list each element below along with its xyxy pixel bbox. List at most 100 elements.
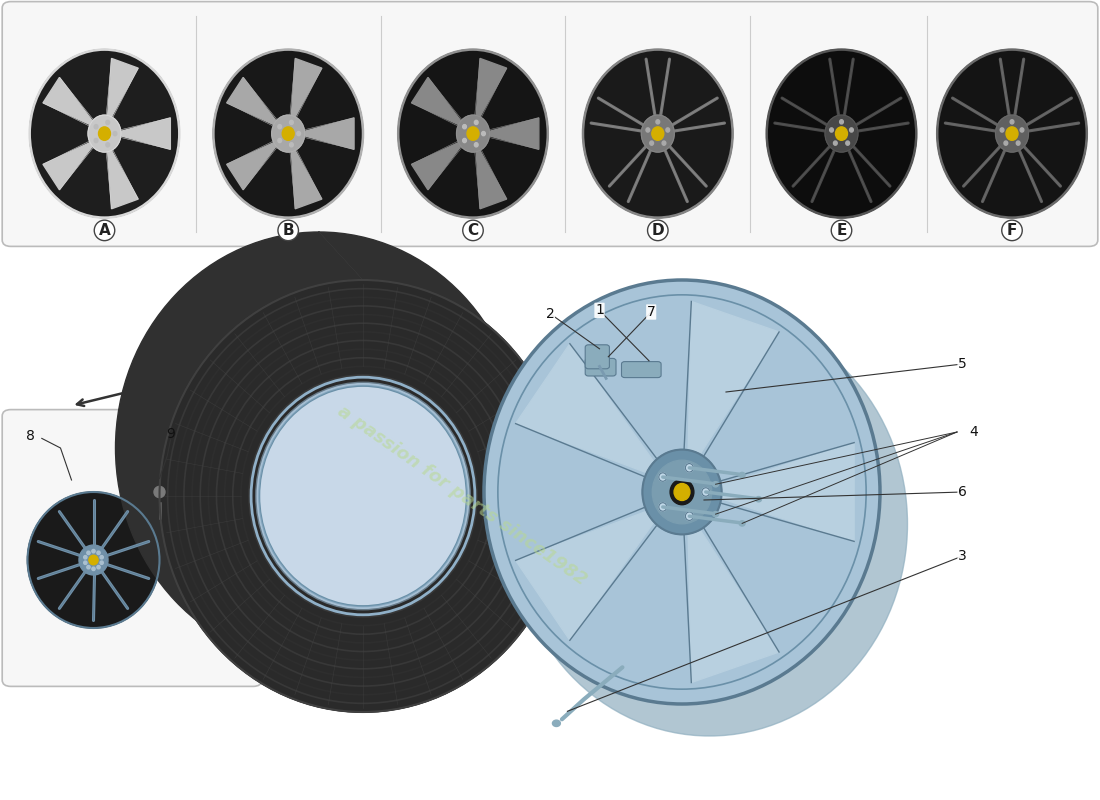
Polygon shape — [227, 142, 276, 190]
Text: C: C — [468, 223, 478, 238]
Ellipse shape — [650, 141, 653, 146]
Polygon shape — [411, 78, 461, 125]
Ellipse shape — [99, 127, 110, 140]
Ellipse shape — [87, 551, 90, 554]
Ellipse shape — [160, 280, 566, 712]
Ellipse shape — [1004, 141, 1008, 146]
Ellipse shape — [484, 280, 880, 704]
Ellipse shape — [95, 138, 98, 142]
Ellipse shape — [642, 450, 722, 534]
Ellipse shape — [666, 128, 670, 132]
Text: B: B — [283, 223, 294, 238]
Ellipse shape — [278, 125, 282, 129]
Text: 5: 5 — [958, 357, 967, 371]
Polygon shape — [516, 344, 654, 473]
Ellipse shape — [213, 50, 363, 218]
Ellipse shape — [739, 521, 745, 526]
Ellipse shape — [1020, 128, 1024, 132]
Ellipse shape — [87, 566, 90, 569]
Ellipse shape — [113, 131, 117, 136]
Ellipse shape — [257, 384, 469, 608]
Ellipse shape — [30, 50, 179, 218]
Ellipse shape — [100, 561, 103, 565]
Polygon shape — [476, 58, 507, 117]
Polygon shape — [722, 442, 854, 542]
Polygon shape — [305, 118, 354, 150]
Ellipse shape — [652, 127, 663, 140]
Ellipse shape — [767, 50, 916, 218]
Ellipse shape — [79, 545, 108, 575]
Ellipse shape — [97, 566, 100, 569]
Text: 8: 8 — [26, 429, 35, 443]
Text: a passion for parts since1982: a passion for parts since1982 — [334, 402, 590, 590]
Ellipse shape — [996, 115, 1028, 152]
Ellipse shape — [116, 232, 522, 664]
Ellipse shape — [836, 127, 847, 140]
Ellipse shape — [1010, 120, 1014, 124]
Ellipse shape — [713, 511, 718, 517]
Ellipse shape — [456, 115, 490, 152]
Ellipse shape — [106, 120, 110, 125]
Polygon shape — [108, 150, 139, 209]
FancyBboxPatch shape — [585, 358, 616, 376]
Ellipse shape — [474, 142, 478, 147]
Polygon shape — [411, 142, 461, 190]
Text: D: D — [651, 223, 664, 238]
Ellipse shape — [91, 550, 96, 553]
Ellipse shape — [84, 561, 87, 565]
Ellipse shape — [463, 138, 466, 142]
Ellipse shape — [702, 488, 710, 496]
Text: A: A — [99, 223, 110, 238]
Ellipse shape — [97, 551, 100, 554]
Polygon shape — [292, 150, 322, 209]
Ellipse shape — [1016, 141, 1020, 146]
Polygon shape — [516, 511, 654, 640]
Ellipse shape — [834, 141, 837, 146]
Polygon shape — [108, 58, 139, 117]
Ellipse shape — [297, 131, 300, 136]
Text: 3: 3 — [958, 549, 967, 563]
Polygon shape — [292, 58, 322, 117]
Ellipse shape — [662, 141, 665, 146]
Ellipse shape — [100, 555, 103, 559]
Text: 7: 7 — [647, 305, 656, 319]
Ellipse shape — [289, 142, 294, 147]
Ellipse shape — [739, 472, 745, 478]
Polygon shape — [689, 530, 779, 682]
Text: 9: 9 — [166, 426, 175, 441]
Ellipse shape — [106, 142, 110, 147]
Ellipse shape — [88, 115, 121, 152]
Polygon shape — [121, 118, 170, 150]
Ellipse shape — [91, 567, 96, 570]
FancyBboxPatch shape — [585, 345, 609, 369]
Ellipse shape — [468, 127, 478, 140]
Ellipse shape — [659, 473, 667, 482]
Ellipse shape — [512, 312, 908, 736]
Ellipse shape — [849, 128, 854, 132]
Ellipse shape — [482, 131, 485, 136]
Polygon shape — [490, 118, 539, 150]
Ellipse shape — [278, 138, 282, 142]
Ellipse shape — [283, 127, 294, 140]
Text: 1: 1 — [595, 303, 604, 318]
FancyBboxPatch shape — [2, 410, 262, 686]
Ellipse shape — [685, 463, 693, 472]
Ellipse shape — [213, 336, 425, 560]
Ellipse shape — [756, 497, 761, 502]
Ellipse shape — [674, 483, 690, 501]
Ellipse shape — [685, 512, 693, 521]
Text: 4: 4 — [969, 425, 978, 439]
Text: E: E — [836, 223, 847, 238]
Ellipse shape — [846, 141, 849, 146]
Ellipse shape — [84, 555, 87, 559]
Ellipse shape — [474, 120, 478, 125]
Polygon shape — [43, 78, 92, 125]
Ellipse shape — [289, 120, 294, 125]
Polygon shape — [43, 142, 92, 190]
Text: 2: 2 — [546, 306, 554, 321]
Text: F: F — [1006, 223, 1018, 238]
Text: 6: 6 — [958, 485, 967, 499]
Ellipse shape — [652, 460, 712, 524]
Ellipse shape — [825, 115, 858, 152]
Ellipse shape — [463, 125, 466, 129]
